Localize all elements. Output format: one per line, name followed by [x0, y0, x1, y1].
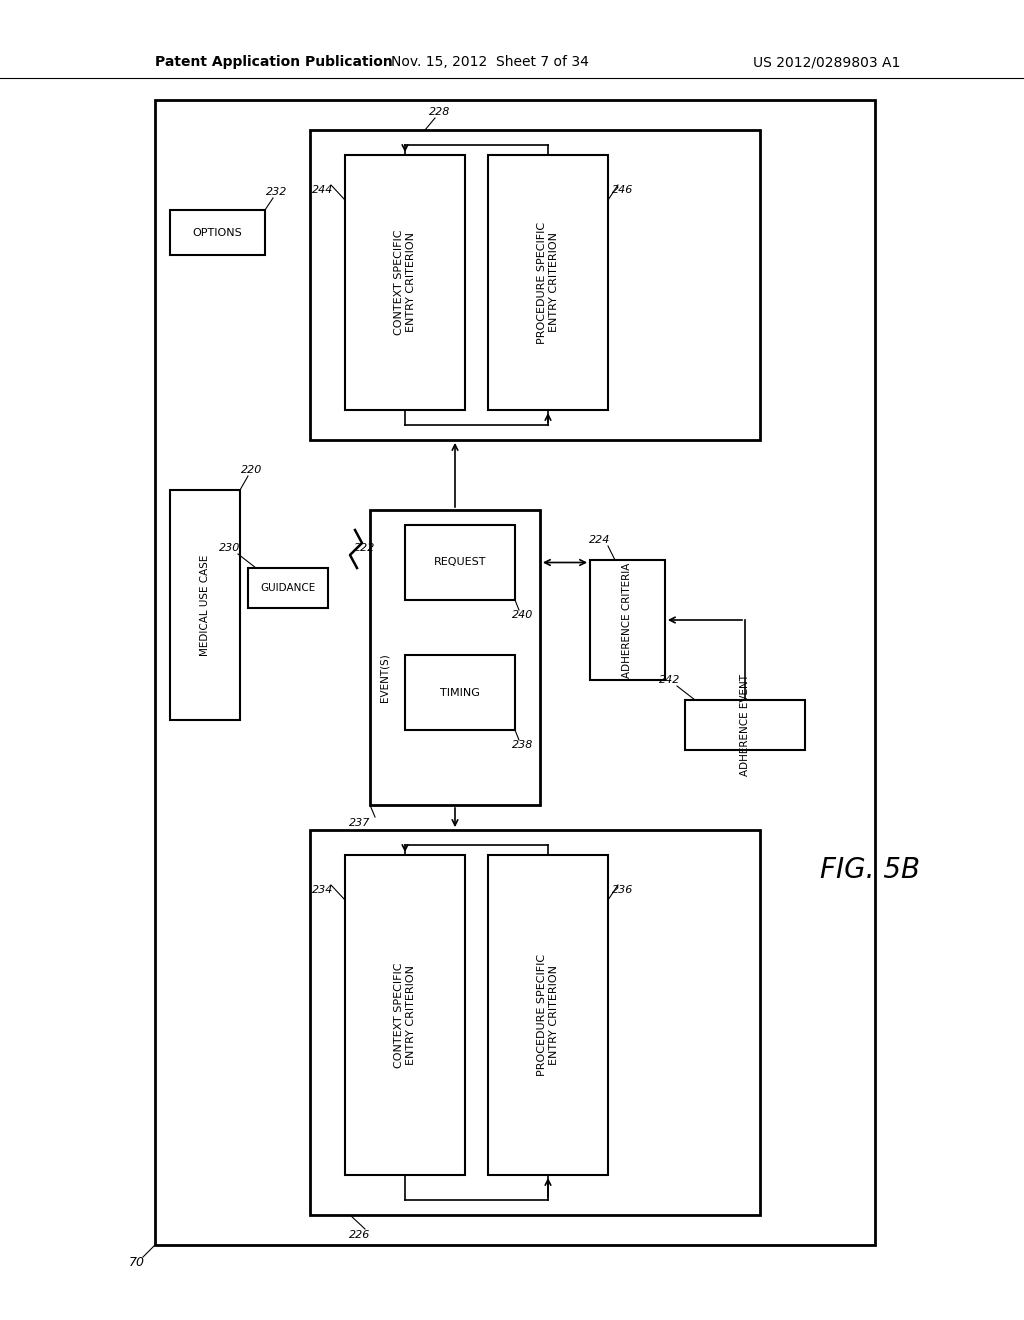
- Bar: [155, 100, 874, 1245]
- Bar: [590, 560, 665, 680]
- Text: 222: 222: [354, 543, 376, 553]
- Text: MEDICAL USE CASE: MEDICAL USE CASE: [200, 554, 210, 656]
- Bar: [248, 568, 328, 609]
- Text: ADHERENCE EVENT: ADHERENCE EVENT: [740, 675, 750, 776]
- Text: 220: 220: [242, 465, 263, 475]
- Bar: [488, 855, 608, 1175]
- Bar: [488, 154, 608, 411]
- Text: EVENT(S): EVENT(S): [380, 653, 390, 702]
- Text: 242: 242: [659, 675, 681, 685]
- Text: 230: 230: [219, 543, 241, 553]
- Bar: [170, 210, 265, 255]
- Text: PROCEDURE SPECIFIC
ENTRY CRITERION: PROCEDURE SPECIFIC ENTRY CRITERION: [538, 954, 559, 1076]
- Text: GUIDANCE: GUIDANCE: [260, 583, 315, 593]
- Text: REQUEST: REQUEST: [434, 557, 486, 568]
- Text: TIMING: TIMING: [440, 688, 480, 697]
- Text: 240: 240: [512, 610, 534, 620]
- Text: CONTEXT SPECIFIC
ENTRY CRITERION: CONTEXT SPECIFIC ENTRY CRITERION: [394, 230, 416, 335]
- Text: Patent Application Publication: Patent Application Publication: [155, 55, 393, 69]
- Bar: [345, 855, 465, 1175]
- Text: US 2012/0289803 A1: US 2012/0289803 A1: [753, 55, 900, 69]
- Text: OPTIONS: OPTIONS: [193, 227, 243, 238]
- Bar: [406, 525, 515, 601]
- Text: 226: 226: [349, 1230, 371, 1239]
- Text: 70: 70: [129, 1257, 145, 1270]
- Text: CONTEXT SPECIFIC
ENTRY CRITERION: CONTEXT SPECIFIC ENTRY CRITERION: [394, 962, 416, 1068]
- Text: 244: 244: [312, 185, 334, 195]
- Bar: [310, 129, 760, 440]
- Text: 232: 232: [266, 187, 288, 197]
- Text: 236: 236: [612, 884, 634, 895]
- Text: 238: 238: [512, 741, 534, 750]
- Bar: [370, 510, 540, 805]
- Text: PROCEDURE SPECIFIC
ENTRY CRITERION: PROCEDURE SPECIFIC ENTRY CRITERION: [538, 222, 559, 343]
- Bar: [310, 830, 760, 1214]
- Text: 234: 234: [312, 884, 334, 895]
- Text: 237: 237: [349, 818, 371, 828]
- Bar: [406, 655, 515, 730]
- Text: FIG. 5B: FIG. 5B: [820, 855, 920, 884]
- Bar: [170, 490, 240, 719]
- Text: ADHERENCE CRITERIA: ADHERENCE CRITERIA: [623, 562, 633, 677]
- Text: 246: 246: [612, 185, 634, 195]
- Bar: [685, 700, 805, 750]
- Text: Nov. 15, 2012  Sheet 7 of 34: Nov. 15, 2012 Sheet 7 of 34: [391, 55, 589, 69]
- Text: 224: 224: [590, 535, 610, 545]
- Bar: [345, 154, 465, 411]
- Text: 228: 228: [429, 107, 451, 117]
